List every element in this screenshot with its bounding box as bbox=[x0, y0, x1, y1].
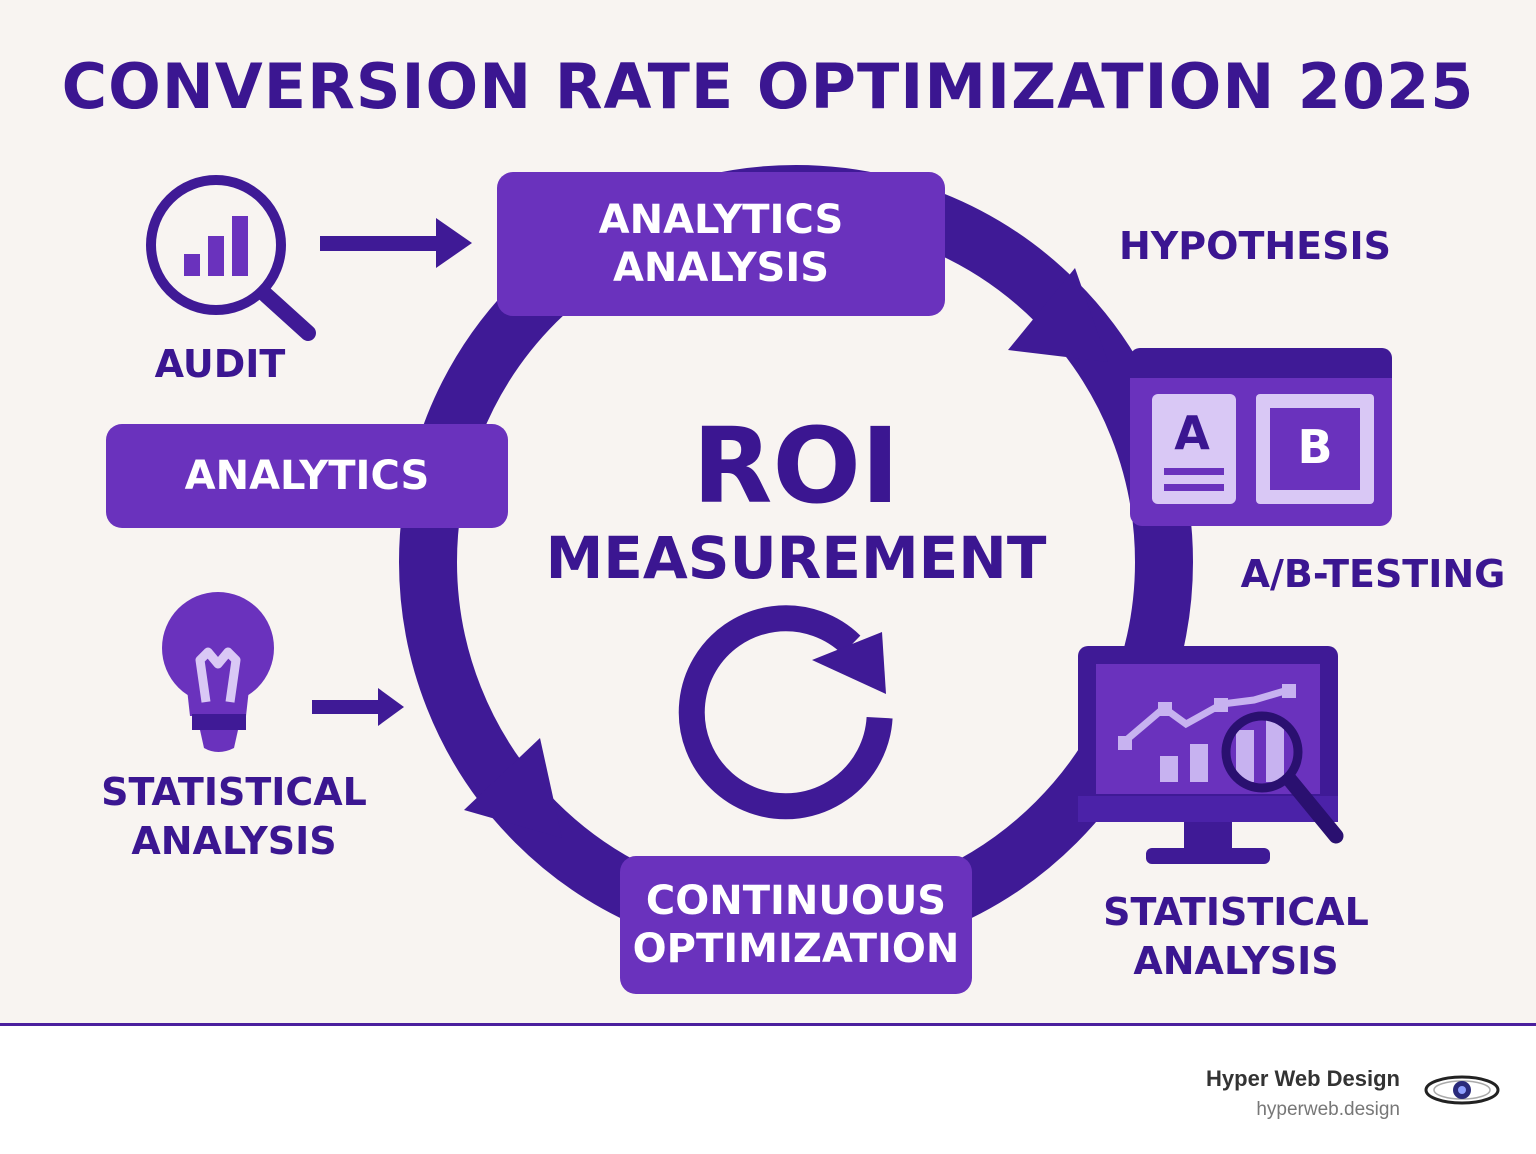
label-ab-testing: A/B-TESTING bbox=[1240, 552, 1506, 596]
cycle-arrowhead-left bbox=[464, 738, 562, 838]
center-title-roi: ROI bbox=[692, 405, 900, 527]
magnifier-chart-icon bbox=[146, 175, 316, 341]
arrow-right-icon bbox=[312, 688, 404, 726]
step-box-analytics: ANALYTICS bbox=[106, 424, 508, 528]
page-title: CONVERSION RATE OPTIMIZATION 2025 bbox=[61, 50, 1475, 123]
analytics-monitor-icon bbox=[1078, 646, 1344, 864]
label-statistical-analysis-left: STATISTICAL ANALYSIS bbox=[101, 770, 367, 864]
label-audit: AUDIT bbox=[154, 342, 286, 386]
center-title-measurement: MEASUREMENT bbox=[545, 524, 1047, 592]
arrow-right-icon bbox=[320, 218, 472, 268]
step-box-continuous-optimization: CONTINUOUS OPTIMIZATION bbox=[620, 856, 972, 994]
cycle-arrowhead-right bbox=[1008, 268, 1108, 362]
refresh-icon bbox=[678, 605, 893, 820]
footer-divider bbox=[0, 1023, 1536, 1026]
label-hypothesis: HYPOTHESIS bbox=[1118, 224, 1392, 268]
lightbulb-icon bbox=[162, 592, 274, 752]
ab-test-window-icon bbox=[1130, 348, 1392, 526]
label-statistical-analysis-right: STATISTICAL ANALYSIS bbox=[1103, 890, 1369, 984]
ab-icon-letter-b: B bbox=[1297, 420, 1333, 474]
company-logo-icon bbox=[1424, 1075, 1500, 1105]
infographic-canvas: CONVERSION RATE OPTIMIZATION 2025 ANALYT… bbox=[0, 0, 1536, 1024]
footer-company-name: Hyper Web Design bbox=[1206, 1066, 1400, 1091]
footer-url[interactable]: hyperweb.design bbox=[1256, 1099, 1400, 1120]
step-box-analytics-analysis: ANALYTICS ANALYSIS bbox=[497, 172, 945, 316]
ab-icon-letter-a: A bbox=[1174, 406, 1210, 460]
